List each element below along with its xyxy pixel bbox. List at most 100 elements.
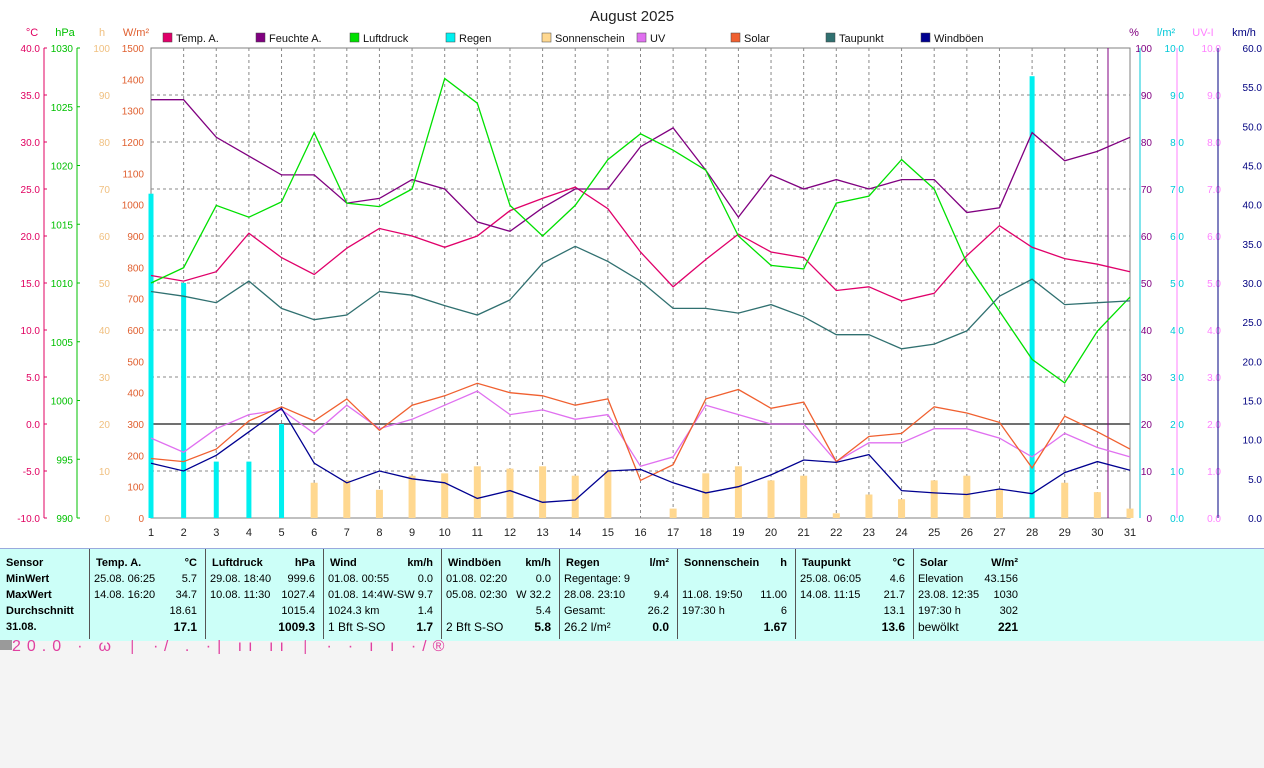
stats-temp-unit: °C <box>184 557 197 569</box>
legend-swatch <box>349 32 360 43</box>
bar-sonnenschein <box>604 471 612 518</box>
y-axis-tick-label: 0 <box>104 514 110 525</box>
stats-pressure-header: Luftdruck <box>212 557 263 569</box>
series-line-uv <box>150 390 1131 468</box>
stats-dewpoint-column: Taupunkt °C 25.08. 06:05 4.6 14.08. 11:15 21.… <box>796 549 914 639</box>
stats-cell-label: 25.08. 06:05 <box>800 573 862 585</box>
x-tick-label: 5 <box>278 527 284 539</box>
legend-label: Solar <box>744 33 770 45</box>
y-axis-tick-label: 80 <box>1141 138 1153 149</box>
y-axis-unit: W/m² <box>123 27 150 39</box>
y-axis-tick-label: 30 <box>1141 373 1153 384</box>
y-axis-tick-label: 200 <box>127 451 144 462</box>
stats-cell-value: 0.0 <box>417 573 433 585</box>
chart-title: August 2025 <box>590 8 674 25</box>
y-axis-tick-label: 3.0 <box>1207 373 1221 384</box>
stats-cell-label: 01.08. 02:20 <box>446 573 508 585</box>
legend-label: Sonnenschein <box>555 33 625 45</box>
stats-cell-value: 43.156 <box>984 573 1018 585</box>
bar-sonnenschein <box>1126 508 1134 518</box>
legend-label: Feuchte A. <box>269 33 322 45</box>
stats-temp-column: Temp. A. °C 25.08. 06:25 5.7 14.08. 16:20 34.… <box>90 549 206 639</box>
y-axis-tick-label: 55.0 <box>1243 83 1263 94</box>
y-axis-tick-label: 25.0 <box>1243 318 1263 329</box>
stats-row-label-avg: Durchschnitt <box>6 605 74 617</box>
series-line-taupunkt <box>150 245 1131 350</box>
stats-cell-label: 197:30 h <box>918 605 961 617</box>
y-axis-tick-label: 5.0 <box>26 373 40 384</box>
y-axis-tick-label: 30.0 <box>1243 279 1263 290</box>
statistics-panel: Sensor MinWert MaxWert Durchschnitt 31.0… <box>0 548 1264 641</box>
bar-sonnenschein <box>930 480 938 518</box>
x-tick-label: 28 <box>1026 527 1038 539</box>
stats-cell-label: Gesamt: <box>564 605 606 617</box>
y-axis-tick-label: 50 <box>99 279 111 290</box>
legend-swatch <box>445 32 456 43</box>
stats-cell-value: 9.4 <box>653 589 669 601</box>
y-axis-tick-label: 400 <box>127 389 144 400</box>
y-axis-tick-label: 70 <box>99 185 111 196</box>
x-tick-label: 24 <box>895 527 907 539</box>
y-axis-tick-label: 4.0 <box>1207 326 1221 337</box>
stats-cell-value: 302 <box>999 605 1018 617</box>
legend-label: Temp. A. <box>176 33 219 45</box>
y-axis-tick-label: 1300 <box>122 107 145 118</box>
y-axis-tick-label: 40.0 <box>21 44 41 55</box>
y-axis-tick-label: 7.0 <box>1207 185 1221 196</box>
y-axis-tick-label: 300 <box>127 420 144 431</box>
stats-rain-column: Regen l/m² Regentage: 9 28.08. 23:10 9.4 Gesa… <box>560 549 678 639</box>
y-axis-tick-label: 10 <box>99 467 111 478</box>
stats-cell-label: 01.08. 00:55 <box>328 573 390 585</box>
stats-cell-value: 1.4 <box>417 605 433 617</box>
y-axis-tick-label: 90 <box>99 91 111 102</box>
x-tick-label: 2 <box>181 527 187 539</box>
y-axis-tick-label: 50 <box>1141 279 1153 290</box>
y-axis-tick-label: 40.0 <box>1243 201 1263 212</box>
stats-cell-label: 26.2 l/m² <box>564 620 611 634</box>
bar-sonnenschein <box>539 466 547 518</box>
stats-pressure-column: Luftdruck hPa 29.08. 18:40 999.6 10.08. 11:3… <box>206 549 324 639</box>
bar-regen <box>213 461 219 518</box>
x-tick-label: 27 <box>993 527 1005 539</box>
bar-sonnenschein <box>702 473 710 518</box>
x-tick-label: 1 <box>148 527 154 539</box>
stats-cell-label: 23.08. 12:35 <box>918 589 980 601</box>
y-axis-tick-label: 1030 <box>51 44 74 55</box>
y-axis-tick-label: -5.0 <box>23 467 41 478</box>
stats-pressure-unit: hPa <box>294 557 315 569</box>
series-line-windben <box>150 407 1131 503</box>
bar-sonnenschein <box>767 480 775 518</box>
stats-cell-label: 1024.3 km <box>328 605 380 617</box>
x-tick-label: 31 <box>1124 527 1136 539</box>
bar-sonnenschein <box>832 513 840 518</box>
stats-cell-label: 11.08. 19:50 <box>682 589 743 601</box>
legend-label: Regen <box>459 33 491 45</box>
y-axis-tick-label: 80 <box>99 138 111 149</box>
stats-cell-value: 17.1 <box>173 620 197 634</box>
series-line-solar <box>150 382 1131 482</box>
legend-label: UV <box>650 33 666 45</box>
y-axis-tick-label: 10.0 <box>1165 44 1185 55</box>
y-axis-tick-label: 600 <box>127 326 144 337</box>
bar-sonnenschein <box>310 482 318 518</box>
y-axis-tick-label: 30.0 <box>21 138 41 149</box>
x-tick-label: 17 <box>667 527 679 539</box>
x-tick-label: 4 <box>246 527 252 539</box>
y-axis-tick-label: 700 <box>127 295 144 306</box>
bar-sonnenschein <box>963 475 971 518</box>
stats-cell-value: 11.00 <box>760 589 787 601</box>
stats-cell-value: W-SW 9.7 <box>383 589 433 601</box>
stats-cell-value: 0.0 <box>652 620 669 634</box>
y-axis-tick-label: 15.0 <box>21 279 41 290</box>
legend-label: Windböen <box>934 33 984 45</box>
y-axis-tick-label: 90 <box>1141 91 1153 102</box>
bar-sonnenschein <box>375 489 383 518</box>
legend-label: Luftdruck <box>363 33 409 45</box>
x-tick-label: 12 <box>504 527 516 539</box>
y-axis-unit: hPa <box>55 27 75 39</box>
y-axis-tick-label: 0.0 <box>1248 514 1262 525</box>
bar-sonnenschein <box>734 466 742 518</box>
stats-dewpoint-header: Taupunkt <box>802 557 851 569</box>
y-axis-tick-label: 2.0 <box>1207 420 1221 431</box>
stats-cell-label: 2 Bft S-SO <box>446 620 504 634</box>
